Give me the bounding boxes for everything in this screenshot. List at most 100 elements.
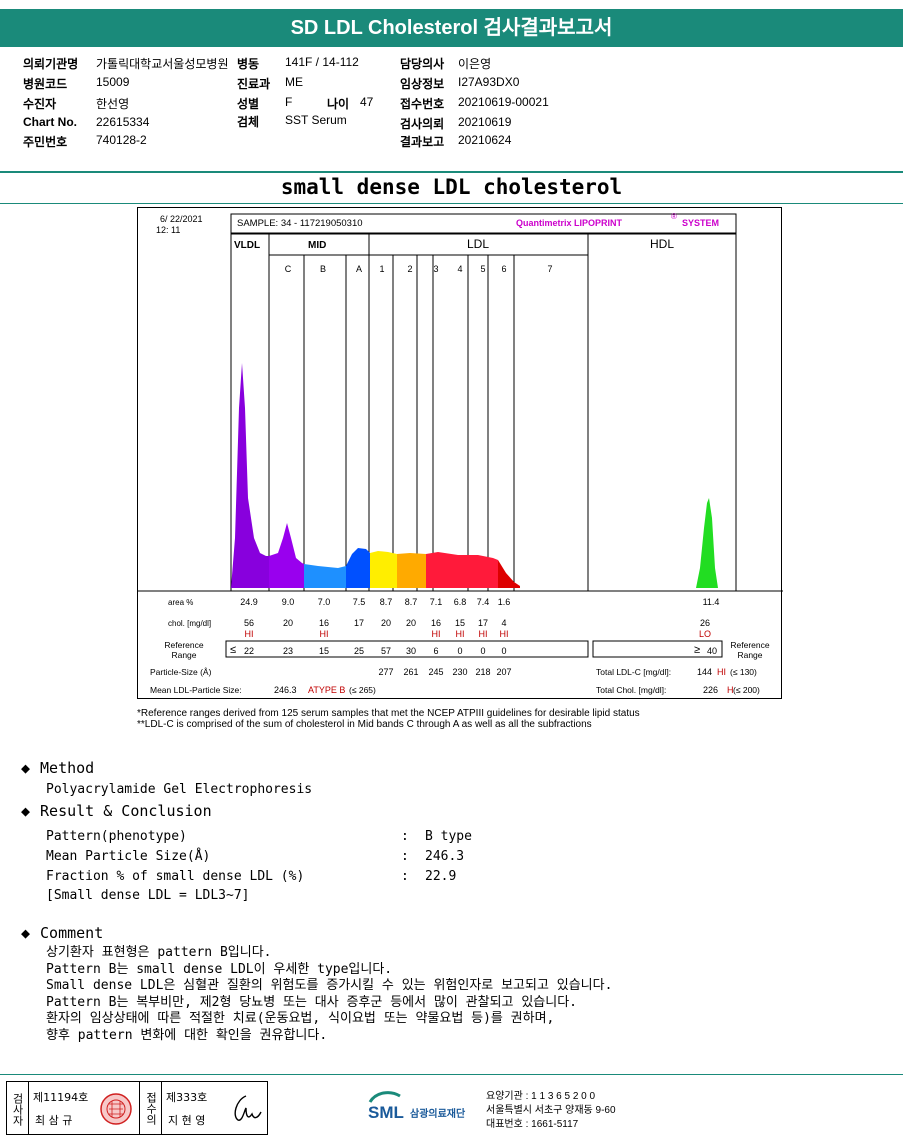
row-label-mean: Mean LDL-Particle Size:: [150, 685, 242, 695]
ref-box: [225, 640, 589, 658]
info-label: 검체: [237, 115, 260, 129]
ref-value: 0: [501, 646, 506, 656]
confirmer-no: 제333호: [166, 1091, 208, 1104]
result-sep: :: [401, 829, 409, 844]
ref-value: 23: [283, 646, 293, 656]
info-value: 이은영: [458, 57, 492, 71]
band-label: 1: [379, 264, 384, 274]
divider: [0, 1074, 903, 1075]
mean-ref: (≤ 265): [349, 685, 376, 695]
peak-ldl-1: [370, 551, 397, 588]
result-value: B type: [425, 829, 472, 844]
diamond-icon: ◆: [21, 759, 31, 777]
info-label: 성별: [237, 97, 260, 111]
info-value: 20210624: [458, 133, 512, 147]
mean-value: 246.3: [274, 685, 297, 695]
result-sep: :: [401, 849, 409, 864]
chol-flag: HI: [432, 629, 441, 639]
chol-flag: HI: [245, 629, 254, 639]
area-value: 7.1: [430, 597, 443, 607]
group-hdl: HDL: [650, 237, 674, 251]
peak-ldl-6-7: [498, 560, 520, 588]
area-value: 9.0: [282, 597, 295, 607]
chol-value: 20: [283, 618, 293, 628]
comment-line: 상기환자 표현형은 pattern B입니다.: [46, 945, 272, 960]
psize-value: 261: [403, 667, 418, 677]
hdl-ref-value: 40: [707, 646, 717, 656]
chart-time: 12: 11: [156, 225, 180, 235]
sml-logo-icon: SML 삼광의료재단: [368, 1091, 466, 1122]
comment-line: Small dense LDL은 심혈관 질환의 위험도를 증가시킬 수 있는 …: [46, 978, 613, 993]
info-value: 20210619-00021: [458, 95, 549, 109]
chol-value: 16: [431, 618, 441, 628]
chol-flag: HI: [456, 629, 465, 639]
info-value: 22615334: [96, 115, 150, 129]
seal-icon: [100, 1093, 132, 1125]
note-1: *Reference ranges derived from 125 serum…: [137, 708, 640, 719]
band-label: B: [320, 264, 326, 274]
info-label: 병원코드: [23, 77, 68, 91]
info-label: 주민번호: [23, 135, 68, 149]
ref-le-icon: ≤: [230, 644, 236, 656]
total-chol-flag: H: [727, 685, 734, 695]
peak-mid-b: [304, 564, 346, 588]
info-label: 수진자: [23, 97, 57, 111]
area-value: 6.8: [454, 597, 467, 607]
ref-value: 0: [457, 646, 462, 656]
signature-icon: [234, 1095, 262, 1121]
info-value: 가톨릭대학교서울성모병원: [96, 57, 229, 71]
diamond-icon: ◆: [21, 924, 31, 942]
sml-logo-text: SML: [368, 1103, 404, 1122]
chol-value: 20: [406, 618, 416, 628]
ref-label-2: Range: [171, 650, 196, 660]
info-label: 임상정보: [400, 77, 445, 91]
peak-ldl-3-5: [426, 552, 498, 588]
ref-value: 15: [319, 646, 329, 656]
total-ldl-label: Total LDL-C [mg/dl]:: [596, 667, 671, 677]
chol-value: 4: [501, 618, 506, 628]
divider: [0, 203, 903, 204]
peak-mid-a: [346, 548, 370, 588]
mean-type: ATYPE B: [308, 685, 345, 695]
diamond-icon: ◆: [21, 802, 31, 820]
result-label: Pattern(phenotype): [46, 829, 187, 844]
chart-brand: Quantimetrix LIPOPRINT: [516, 218, 623, 228]
ref-value: 22: [244, 646, 254, 656]
chol-value: 16: [319, 618, 329, 628]
ref-value: 0: [480, 646, 485, 656]
band-label: A: [356, 264, 362, 274]
comment-heading: ◆ Comment: [21, 924, 104, 942]
info-value: 141F / 14-112: [285, 55, 359, 69]
total-chol-label: Total Chol. [mg/dl]:: [596, 685, 666, 695]
chol-value: 17: [478, 618, 488, 628]
peak-mid-c: [269, 523, 304, 588]
info-label: Chart No.: [23, 115, 77, 129]
total-ldl-ref: (≤ 130): [730, 667, 757, 677]
info-label: 나이: [327, 97, 350, 111]
info-value: 47: [360, 95, 374, 109]
result-note: [Small dense LDL = LDL3~7]: [46, 888, 250, 903]
comment-line: Pattern B는 복부비만, 제2형 당뇨병 또는 대사 증후군 등에서 많…: [46, 994, 577, 1010]
info-value: 15009: [96, 75, 130, 89]
result-label: Mean Particle Size(Å): [46, 849, 211, 864]
info-value: F: [285, 95, 293, 109]
sample-box: [230, 213, 737, 234]
chol-value: 15: [455, 618, 465, 628]
peak-hdl: [696, 498, 718, 588]
ref-right-1: Reference: [730, 640, 769, 650]
area-value: 7.0: [318, 597, 331, 607]
info-value: I27A93DX0: [458, 75, 520, 89]
area-value: 24.9: [240, 597, 258, 607]
band-label: 2: [407, 264, 412, 274]
psize-value: 245: [428, 667, 443, 677]
examiner-no: 제11194호: [33, 1091, 89, 1104]
lab-street: 서울특별시 서초구 양재동 9-60: [486, 1105, 616, 1116]
lab-phone: 대표번호 : 1661-5117: [486, 1119, 579, 1130]
band-label: 4: [457, 264, 462, 274]
peak-ldl-2: [397, 553, 426, 588]
info-label: 진료과: [237, 77, 271, 91]
report-title: small dense LDL cholesterol: [280, 175, 623, 199]
hdl-chol-flag: LO: [699, 629, 711, 639]
info-label: 검사의뢰: [400, 117, 445, 131]
info-value: 한선영: [96, 97, 130, 111]
